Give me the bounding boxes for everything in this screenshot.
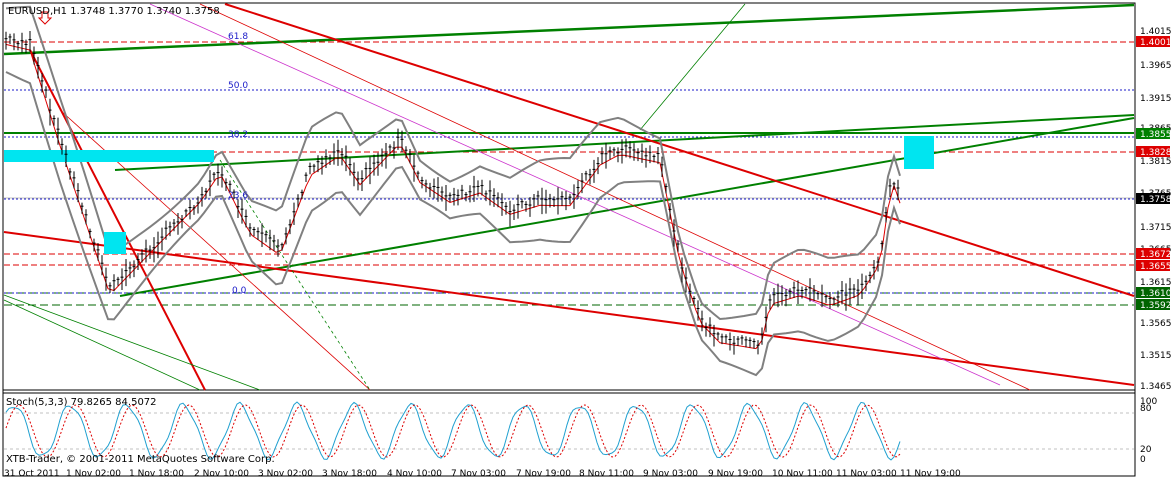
price-tick: 1.4015: [1140, 27, 1172, 37]
copyright-text: XTB-Trader, © 2001-2011 MetaQuotes Softw…: [6, 454, 275, 465]
price-badge-label: 1.4001: [1140, 38, 1172, 48]
fib-label-382: 38.2: [228, 130, 248, 140]
price-badge-label: 1.3758: [1140, 195, 1172, 205]
time-tick: 7 Nov 19:00: [516, 469, 571, 479]
stochastic-lines: [4, 401, 1134, 461]
trendline: [224, 3, 1135, 297]
price-badge-label: 1.3610: [1140, 289, 1172, 299]
trendline: [199, 3, 1031, 391]
price-tick: 1.3965: [1140, 61, 1172, 71]
time-tick: 10 Nov 11:00: [772, 469, 833, 479]
time-tick: 4 Nov 10:00: [387, 469, 442, 479]
price-bars: [4, 31, 900, 355]
price-badge: [1136, 299, 1170, 310]
price-badge-label: 1.3672: [1140, 250, 1172, 260]
stoch-signal-line: [5, 404, 901, 458]
time-tick: 11 Nov 03:00: [836, 469, 897, 479]
price-tick: 1.3465: [1140, 382, 1172, 392]
price-badge: [1136, 36, 1170, 47]
price-badge-label: 1.3655: [1140, 262, 1172, 272]
price-tick: 1.3565: [1140, 319, 1172, 329]
arrow-down-icon: [37, 11, 53, 25]
fib-label-618: 61.8: [228, 32, 248, 42]
price-badge: [1136, 146, 1170, 157]
stoch-main-line: [5, 401, 901, 461]
price-badge: [1136, 248, 1170, 259]
trendline: [3, 299, 201, 391]
time-tick: 2 Nov 10:00: [194, 469, 249, 479]
trendline: [219, 159, 371, 391]
highlight-zone: [104, 232, 126, 254]
price-badge: [1136, 128, 1170, 139]
stoch-header: Stoch(5,3,3) 79.8265 84.5072: [6, 397, 157, 408]
time-tick: 3 Nov 18:00: [322, 469, 377, 479]
trendline: [3, 294, 261, 391]
highlight-zones: [4, 136, 934, 254]
stoch-tick: 100: [1140, 397, 1157, 407]
price-tick: 1.3815: [1140, 157, 1172, 167]
price-badge: [1136, 193, 1170, 204]
price-tick: 1.3915: [1140, 94, 1172, 104]
price-tick: 1.3515: [1140, 351, 1172, 361]
band-upper: [5, 5, 901, 321]
time-tick: 11 Nov 19:00: [900, 469, 961, 479]
stoch-tick: 0: [1140, 455, 1146, 465]
time-tick: 1 Nov 02:00: [66, 469, 121, 479]
symbol-header: EURUSD,H1 1.3748 1.3770 1.3740 1.3758: [8, 6, 220, 17]
price-badge-label: 1.3855: [1140, 130, 1172, 140]
trendline: [114, 114, 1135, 171]
highlight-zone: [904, 136, 934, 169]
time-tick: 7 Nov 03:00: [451, 469, 506, 479]
fib-label-000: 0.0: [232, 286, 247, 296]
price-tick: 1.3615: [1140, 278, 1172, 288]
time-tick: 9 Nov 19:00: [708, 469, 763, 479]
time-tick: 1 Nov 18:00: [129, 469, 184, 479]
time-axis[interactable]: 31 Oct 2011 1 Nov 02:00 1 Nov 18:00 2 No…: [4, 469, 961, 479]
price-badge-label: 1.3592: [1140, 301, 1172, 311]
band-lower: [5, 71, 901, 377]
fib-label-500: 50.0: [228, 81, 248, 91]
highlight-zone: [4, 150, 214, 162]
price-badge: [1136, 260, 1170, 271]
price-tick: 1.3715: [1140, 223, 1172, 233]
time-tick: 8 Nov 11:00: [579, 469, 634, 479]
trendline: [639, 3, 746, 131]
stoch-tick: 20: [1140, 445, 1152, 455]
trendline: [29, 49, 206, 391]
price-badge-label: 1.3828: [1140, 148, 1172, 158]
chart-frame: [2, 2, 1136, 477]
price-badge: [1136, 287, 1170, 298]
time-tick: 9 Nov 03:00: [643, 469, 698, 479]
trendline: [3, 3, 1135, 56]
price-axis[interactable]: 1.4015 1.3965 1.3915 1.3865 1.3815 1.376…: [1136, 27, 1172, 392]
trendline: [3, 231, 1135, 386]
time-tick: 3 Nov 02:00: [258, 469, 313, 479]
stoch-tick: 80: [1140, 404, 1152, 414]
time-tick: 31 Oct 2011: [4, 469, 60, 479]
stoch-axis: 100 80 20 0: [1140, 397, 1157, 465]
fib-label-236: 23.6: [228, 191, 248, 201]
